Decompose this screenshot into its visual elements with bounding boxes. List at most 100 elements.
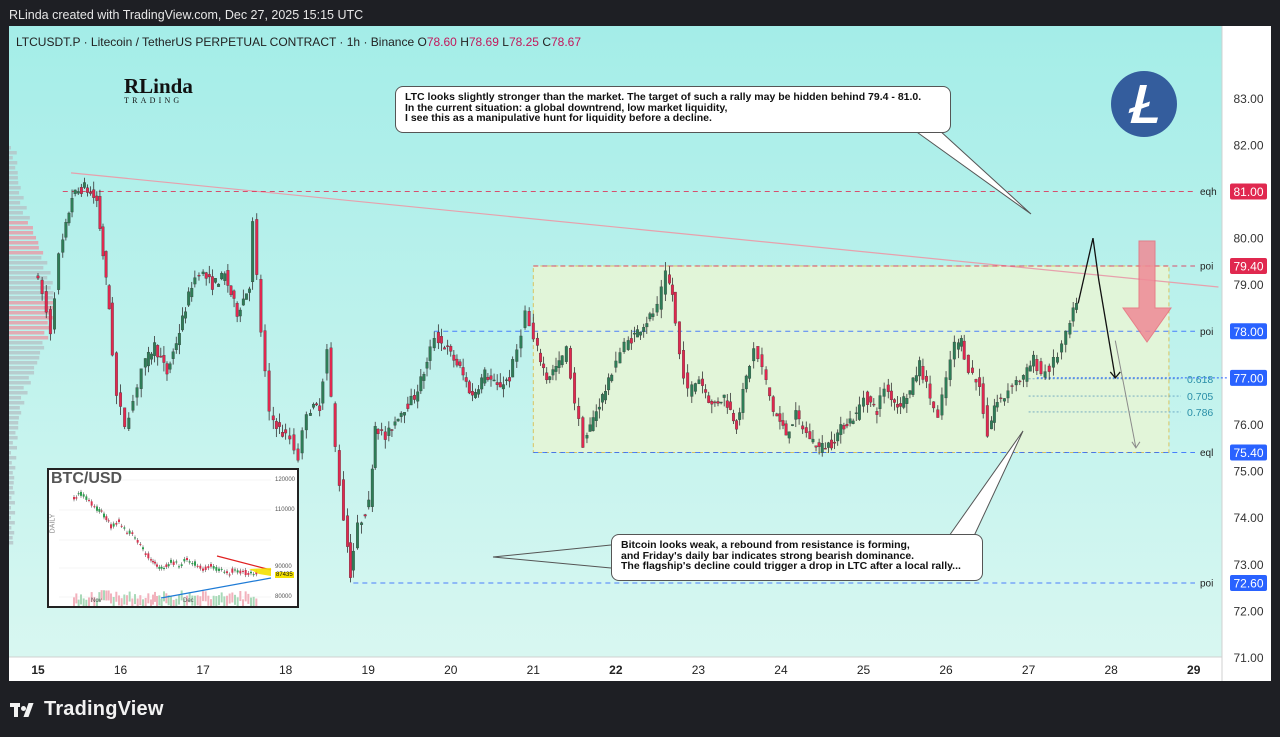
- volume-profile-bar: [9, 416, 19, 420]
- candle-body: [527, 311, 531, 327]
- x-tick-label: 19: [362, 663, 376, 677]
- inset-candle: [123, 527, 126, 529]
- candle: [581, 415, 585, 448]
- inset-volume-bar: [175, 598, 178, 606]
- candle: [585, 432, 589, 444]
- candle-body: [719, 401, 723, 404]
- candle-body: [226, 270, 230, 286]
- candle-body: [981, 383, 985, 414]
- candle: [632, 326, 636, 343]
- inset-candle: [167, 564, 170, 567]
- candle: [159, 347, 163, 358]
- candle-body: [716, 401, 720, 404]
- candle-body: [820, 443, 824, 453]
- candle-body: [44, 291, 48, 313]
- candle-body: [985, 405, 989, 437]
- level-tag-poi: poi: [1200, 262, 1213, 273]
- inset-volume-bar: [131, 598, 134, 606]
- candle-body: [614, 360, 618, 368]
- candle: [190, 281, 194, 302]
- candle-body: [1028, 365, 1032, 372]
- inset-candle: [120, 525, 123, 527]
- candle-body: [477, 389, 481, 395]
- open-value: 78.60: [426, 35, 457, 49]
- x-tick-label: 27: [1022, 663, 1036, 677]
- candle-body: [741, 389, 745, 413]
- candle: [990, 416, 993, 430]
- inset-volume-bar: [223, 596, 226, 606]
- candle: [866, 390, 870, 413]
- candle: [428, 339, 432, 370]
- candle-body: [412, 395, 416, 400]
- inset-volume-bar: [220, 592, 223, 603]
- candle-body: [92, 189, 96, 198]
- candle-body: [564, 346, 568, 362]
- volume-profile-bar: [9, 311, 51, 315]
- volume-profile-bar: [9, 191, 20, 195]
- volume-profile-bar: [9, 496, 12, 500]
- candle: [1043, 364, 1047, 380]
- attribution-text: RLinda created with TradingView.com, Dec…: [9, 8, 364, 22]
- volume-profile-bar: [9, 361, 38, 365]
- candle: [604, 384, 607, 404]
- candle: [165, 361, 169, 381]
- volume-profile-bar: [9, 286, 51, 290]
- candle: [768, 387, 772, 401]
- candle: [288, 427, 292, 445]
- candle: [123, 407, 127, 430]
- candle: [156, 344, 160, 366]
- tradingview-logo-text: TradingView: [44, 698, 164, 720]
- candle: [248, 286, 251, 302]
- y-tick-label: 83.00: [1233, 92, 1263, 106]
- candle: [153, 335, 157, 363]
- candle-body: [159, 355, 163, 358]
- volume-profile-bar: [9, 446, 17, 450]
- candle-body: [248, 288, 251, 293]
- candle: [925, 370, 928, 389]
- candle: [956, 338, 960, 359]
- candle-body: [452, 354, 456, 361]
- candle: [707, 391, 711, 404]
- inset-candle: [234, 569, 236, 571]
- candle: [363, 513, 367, 519]
- candle: [787, 431, 791, 444]
- x-tick-label: 17: [196, 663, 210, 677]
- volume-profile-bar: [9, 296, 53, 300]
- x-tick-label: 20: [444, 663, 458, 677]
- candle: [1051, 349, 1055, 376]
- inset-volume-bar: [194, 595, 196, 606]
- candle: [292, 428, 296, 455]
- candle: [1006, 383, 1010, 404]
- volume-profile-bar: [9, 171, 18, 175]
- candle-body: [866, 391, 870, 405]
- volume-profile-bar: [9, 201, 21, 205]
- inset-candle: [152, 560, 154, 563]
- candle-body: [486, 376, 490, 380]
- candle-body: [744, 375, 748, 390]
- candle: [889, 382, 893, 407]
- candle: [545, 367, 549, 384]
- candle-body: [480, 377, 484, 390]
- inset-volume-bar: [188, 592, 191, 603]
- candle: [44, 285, 48, 319]
- inset-volume-bar: [202, 591, 204, 602]
- inset-volume-bar: [234, 594, 236, 605]
- candle: [232, 289, 236, 308]
- candle: [1025, 363, 1029, 388]
- candle: [659, 279, 663, 319]
- inset-candle: [112, 523, 115, 527]
- candle: [223, 271, 227, 286]
- candle: [622, 337, 626, 354]
- candle: [452, 349, 456, 368]
- inset-volume-bar: [144, 597, 147, 606]
- inset-volume-bar: [204, 591, 207, 602]
- candle: [820, 435, 824, 457]
- candle-body: [794, 410, 798, 420]
- candle-body: [184, 311, 188, 319]
- candle: [505, 377, 508, 386]
- candle: [738, 407, 742, 426]
- candle: [981, 376, 985, 419]
- inset-candle: [165, 564, 168, 567]
- candle-body: [551, 369, 555, 376]
- candle: [1028, 360, 1032, 372]
